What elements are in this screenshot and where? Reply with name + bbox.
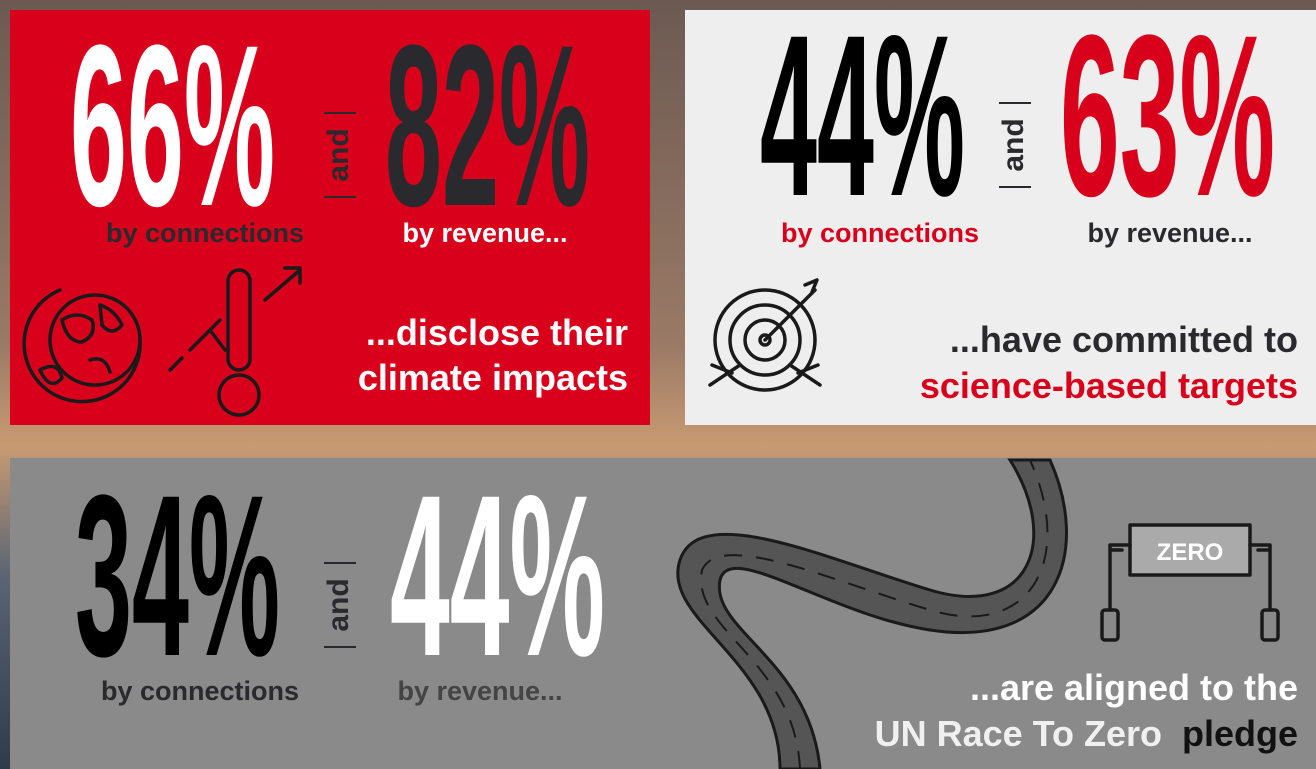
statement: ...disclose their bbox=[366, 312, 628, 353]
statement: climate impacts bbox=[358, 357, 628, 398]
stat-right: 63% bbox=[1060, 0, 1275, 244]
statement: ...have committed to bbox=[950, 319, 1298, 360]
stat-left: 66% bbox=[70, 0, 275, 254]
caption: by revenue... bbox=[397, 676, 562, 706]
statement-part: UN Race To Zero bbox=[875, 713, 1162, 754]
caption: by connections bbox=[101, 676, 299, 706]
caption: by connections bbox=[106, 218, 304, 248]
infographic: 66% and 82% by connections by revenue...… bbox=[0, 0, 1316, 769]
sign-text: ZERO bbox=[1157, 539, 1224, 566]
caption: by connections bbox=[781, 218, 979, 248]
connector-text: and bbox=[997, 118, 1030, 171]
caption: by revenue... bbox=[402, 218, 567, 248]
connector-text: and bbox=[322, 128, 355, 181]
statement: ...are aligned to the bbox=[970, 667, 1298, 708]
connector-text: and bbox=[322, 578, 355, 631]
stat-left: 44% bbox=[760, 0, 965, 244]
stat-right: 82% bbox=[385, 0, 590, 254]
statement: UN Race To Zero pledge bbox=[875, 713, 1298, 754]
stat-left: 34% bbox=[75, 447, 280, 704]
statement: science-based targets bbox=[920, 365, 1298, 406]
caption: by revenue... bbox=[1087, 218, 1252, 248]
stat-right: 44% bbox=[390, 447, 605, 704]
statement-part: pledge bbox=[1182, 713, 1298, 754]
